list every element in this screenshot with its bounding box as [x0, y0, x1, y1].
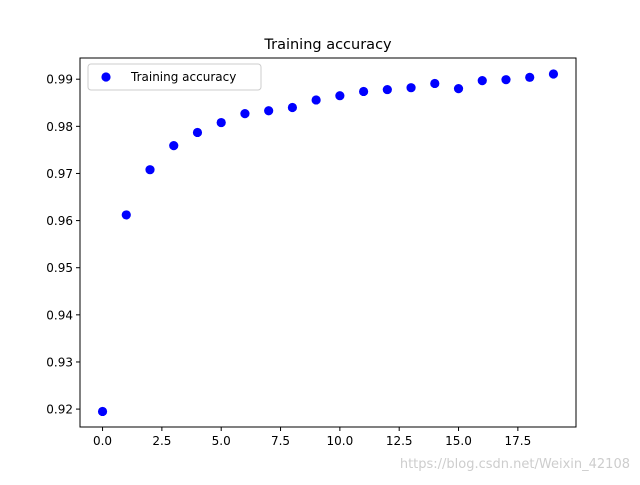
y-tick-label: 0.92 — [46, 403, 73, 417]
data-point — [192, 127, 203, 138]
legend-box — [87, 63, 262, 91]
data-point — [406, 83, 416, 93]
data-point — [358, 86, 369, 97]
data-point — [453, 84, 464, 94]
data-point — [121, 210, 131, 220]
data-points — [97, 69, 559, 417]
data-point — [501, 75, 511, 85]
data-point — [477, 76, 487, 86]
legend: Training accuracy — [87, 63, 262, 91]
legend-marker — [101, 72, 111, 82]
plot-area — [79, 57, 577, 428]
y-tick-label: 0.96 — [46, 214, 73, 228]
data-point — [216, 117, 226, 128]
x-axis: 0.0 2.5 5.0 7.5 10.0 12.5 15.0 17.5 — [93, 427, 531, 448]
x-tick-label: 5.0 — [212, 434, 231, 448]
x-tick-label: 15.0 — [445, 434, 472, 448]
y-axis: 0.92 0.93 0.94 0.95 0.96 0.97 0.98 0.99 — [46, 73, 80, 417]
chart-title: Training accuracy — [263, 37, 392, 53]
y-tick-label: 0.93 — [46, 355, 73, 369]
y-tick-label: 0.97 — [46, 167, 73, 181]
data-point — [548, 69, 559, 79]
x-tick-label: 12.5 — [386, 434, 413, 448]
data-point — [287, 102, 298, 113]
data-point — [97, 406, 108, 417]
x-tick-label: 17.5 — [504, 434, 531, 448]
y-tick-label: 0.94 — [46, 308, 73, 322]
data-point — [169, 141, 179, 151]
data-point — [240, 109, 250, 119]
data-point — [264, 106, 274, 116]
watermark-text: https://blog.csdn.net/Weixin_42108 — [400, 457, 630, 472]
legend-label: Training accuracy — [130, 70, 236, 84]
data-point — [525, 72, 535, 82]
y-tick-label: 0.98 — [46, 120, 73, 134]
data-point — [382, 84, 392, 95]
plot-frame — [79, 57, 577, 428]
x-tick-label: 0.0 — [93, 434, 112, 448]
data-point — [311, 95, 321, 105]
data-point — [430, 78, 440, 89]
x-tick-label: 7.5 — [271, 434, 290, 448]
y-tick-label: 0.99 — [46, 73, 73, 87]
x-tick-label: 2.5 — [152, 434, 171, 448]
data-point — [335, 91, 345, 101]
data-point — [145, 165, 155, 175]
x-tick-label: 10.0 — [327, 434, 354, 448]
y-tick-label: 0.95 — [46, 261, 73, 275]
